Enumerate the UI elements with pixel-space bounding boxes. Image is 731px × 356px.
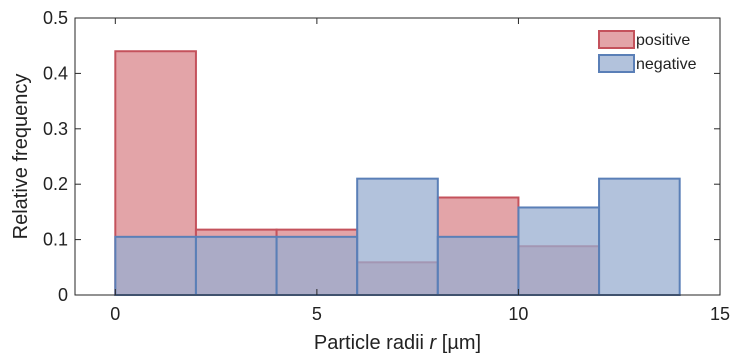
x-axis-label-prefix: Particle radii — [314, 332, 430, 354]
x-axis-label-unit: [µm] — [436, 332, 481, 354]
x-tick-label: 0 — [110, 304, 120, 324]
ticks-layer: 0 5 10 15 0 0.1 0.2 0.3 0.4 0.5 — [43, 8, 730, 324]
legend: positive negative — [598, 30, 697, 73]
bar-negative-4 — [436, 235, 520, 296]
y-tick-label: 0 — [58, 285, 68, 305]
bar-negative-3 — [356, 177, 439, 296]
x-tick-label: 5 — [312, 304, 322, 324]
x-axis-label: Particle radii r [µm] — [314, 332, 481, 354]
x-tick-label: 15 — [710, 304, 730, 324]
bar-negative-1 — [194, 235, 278, 296]
x-axis-label-variable: r — [430, 332, 438, 354]
bar-negative-2 — [275, 235, 359, 296]
y-tick-label: 0.4 — [43, 63, 68, 83]
bars-layer — [114, 50, 681, 297]
bar-negative-5 — [517, 206, 601, 296]
legend-label-negative: negative — [636, 56, 697, 73]
x-tick-label: 10 — [508, 304, 528, 324]
y-tick-label: 0.2 — [43, 174, 68, 194]
y-axis-label: Relative frequency — [10, 74, 32, 240]
legend-label-positive: positive — [636, 32, 690, 49]
bar-negative-0 — [114, 235, 197, 296]
legend-swatch-negative — [598, 54, 635, 73]
y-tick-label: 0.1 — [43, 230, 68, 250]
legend-swatch-positive — [598, 30, 635, 49]
plot-frame — [74, 17, 721, 296]
bar-negative-6 — [598, 177, 681, 296]
axes-layer — [74, 17, 721, 296]
y-tick-label: 0.5 — [43, 8, 68, 28]
y-tick-label: 0.3 — [43, 119, 68, 139]
